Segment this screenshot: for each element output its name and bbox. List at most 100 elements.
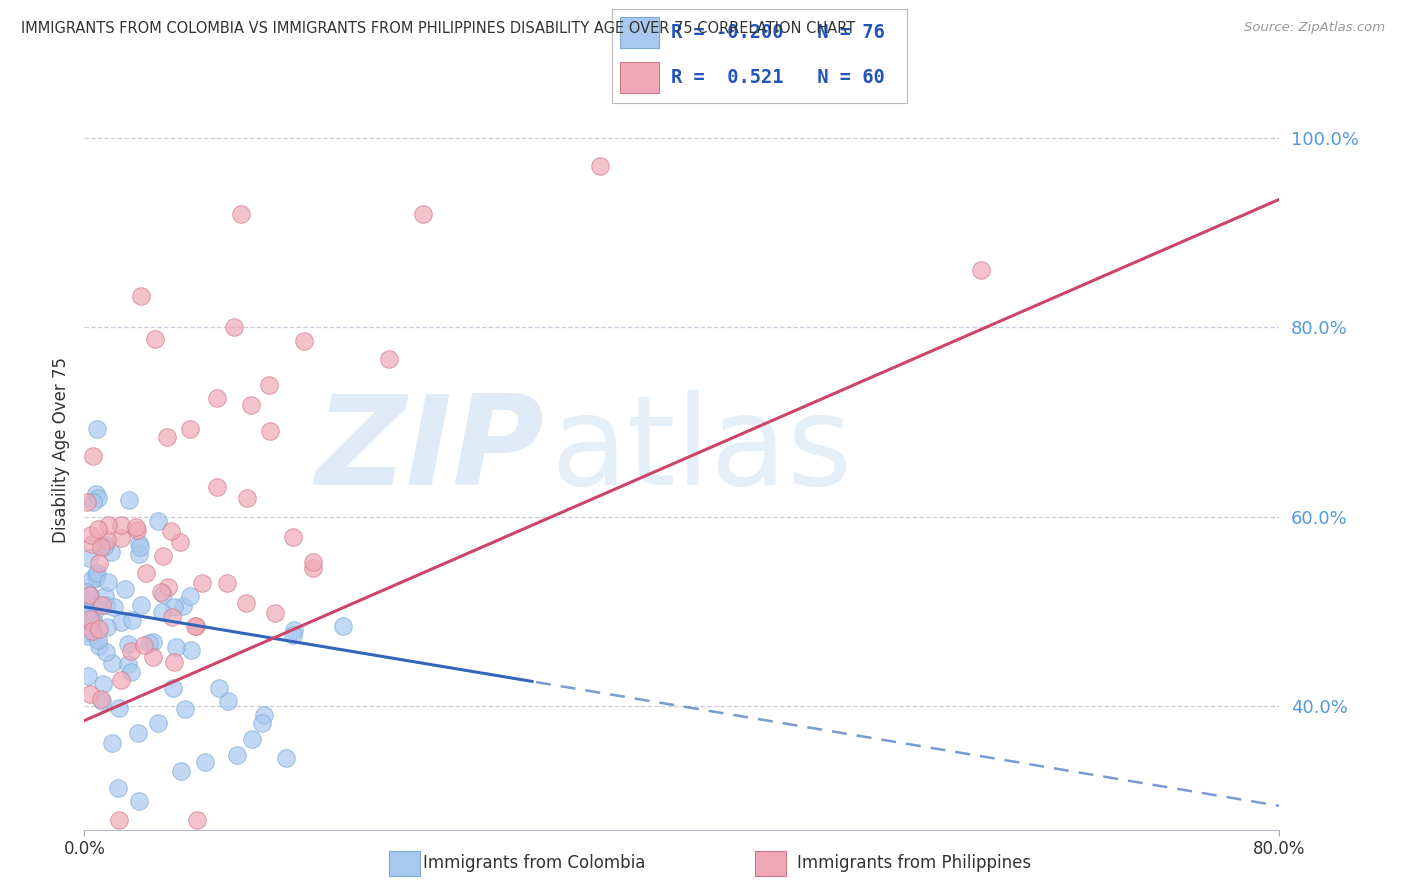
Point: [77, 668, 100, 682]
Point: [169, 535, 191, 549]
Point: [250, 716, 273, 731]
Point: [253, 707, 276, 722]
Point: [146, 514, 169, 528]
Point: [127, 726, 149, 740]
Point: [77, 551, 100, 566]
Point: [76, 597, 98, 611]
Point: [191, 576, 214, 591]
Point: [117, 637, 139, 651]
Point: [82, 572, 104, 586]
Point: [94, 539, 117, 553]
Point: [152, 549, 174, 563]
Point: [86, 522, 108, 536]
Y-axis label: Disability Age Over 75: Disability Age Over 75: [52, 358, 70, 543]
Point: [174, 702, 197, 716]
Point: [240, 731, 263, 746]
Point: [121, 614, 143, 628]
Point: [222, 320, 245, 334]
Point: [82, 450, 104, 464]
Point: [129, 541, 152, 555]
Point: [103, 600, 125, 615]
Point: [77, 588, 100, 602]
Point: [274, 751, 297, 765]
Point: [179, 589, 201, 603]
Point: [76, 591, 98, 606]
Point: [163, 655, 186, 669]
Point: [117, 657, 139, 672]
Point: [589, 159, 612, 173]
Point: [225, 747, 247, 762]
Point: [77, 629, 100, 643]
Point: [91, 693, 114, 707]
Point: [86, 486, 108, 500]
Point: [96, 518, 118, 533]
Point: [86, 491, 108, 505]
Point: [79, 615, 101, 629]
Point: [159, 524, 181, 539]
Text: R = -0.200   N = 76: R = -0.200 N = 76: [671, 23, 884, 42]
Point: [412, 206, 434, 220]
Point: [332, 619, 354, 633]
Point: [165, 640, 187, 655]
Point: [231, 206, 253, 220]
Point: [129, 599, 152, 613]
Point: [96, 533, 118, 548]
Point: [114, 582, 136, 597]
Point: [79, 612, 101, 626]
Point: [110, 518, 132, 533]
Point: [142, 649, 165, 664]
Point: [186, 813, 208, 827]
Point: [107, 781, 129, 796]
Point: [91, 598, 114, 612]
Point: [170, 764, 193, 778]
Text: Immigrants from Philippines: Immigrants from Philippines: [797, 855, 1031, 872]
Point: [83, 626, 105, 640]
Point: [217, 694, 239, 708]
Point: [83, 606, 105, 620]
Point: [283, 624, 305, 638]
Point: [129, 289, 152, 303]
Point: [179, 422, 201, 436]
Point: [125, 520, 148, 534]
Point: [79, 687, 101, 701]
Point: [208, 681, 231, 695]
Text: atlas: atlas: [551, 390, 852, 511]
Point: [101, 656, 124, 670]
Point: [79, 588, 101, 602]
Point: [108, 701, 131, 715]
Bar: [620, 17, 659, 48]
Point: [128, 548, 150, 562]
Point: [281, 530, 304, 544]
Point: [86, 568, 108, 582]
Point: [110, 532, 132, 546]
Point: [215, 575, 238, 590]
Point: [378, 352, 401, 367]
Point: [87, 622, 110, 636]
Point: [162, 681, 184, 695]
Point: [138, 636, 160, 650]
Point: [302, 555, 325, 569]
Point: [91, 676, 114, 690]
Point: [86, 633, 108, 648]
Point: [127, 524, 149, 538]
Bar: [620, 62, 659, 94]
Point: [259, 424, 281, 438]
Point: [180, 643, 202, 657]
Point: [93, 541, 115, 555]
Point: [150, 584, 173, 599]
Text: ZIP: ZIP: [316, 390, 544, 511]
Point: [240, 398, 263, 412]
Point: [82, 614, 104, 628]
Text: R =  0.521   N = 60: R = 0.521 N = 60: [671, 69, 884, 87]
Point: [970, 263, 993, 277]
Point: [236, 491, 259, 505]
Point: [110, 673, 132, 688]
Text: IMMIGRANTS FROM COLOMBIA VS IMMIGRANTS FROM PHILIPPINES DISABILITY AGE OVER 75 C: IMMIGRANTS FROM COLOMBIA VS IMMIGRANTS F…: [21, 21, 855, 36]
Point: [76, 605, 98, 619]
Text: Immigrants from Colombia: Immigrants from Colombia: [423, 855, 645, 872]
Point: [150, 605, 173, 619]
Point: [157, 580, 180, 594]
Point: [90, 691, 112, 706]
Point: [86, 566, 108, 580]
Point: [94, 590, 117, 604]
